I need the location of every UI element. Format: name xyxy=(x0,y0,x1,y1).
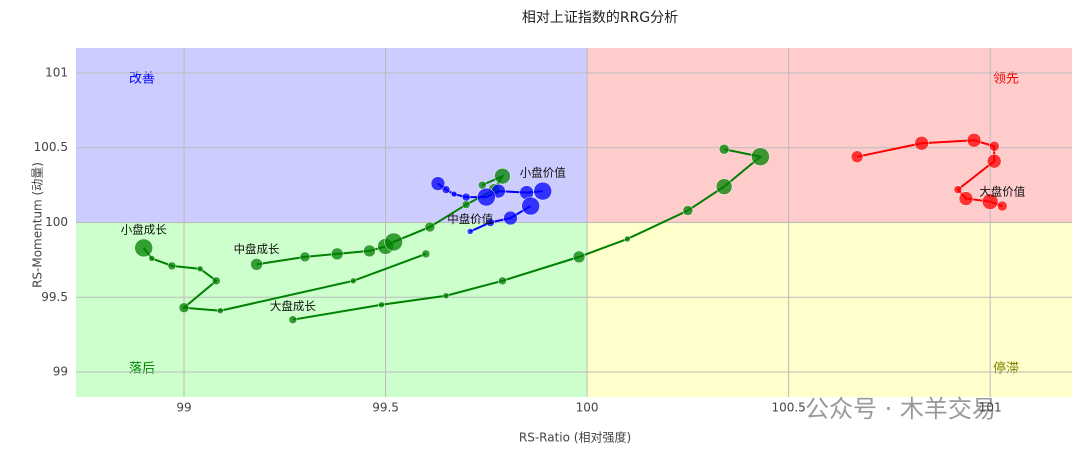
trail-point xyxy=(494,167,511,185)
trail-point xyxy=(424,221,436,233)
x-axis-title: RS-Ratio (相对强度) xyxy=(519,430,631,445)
x-tick-label: 100.5 xyxy=(771,401,805,415)
y-tick-label: 100 xyxy=(45,215,68,229)
trail-point xyxy=(988,140,1000,152)
trail-point xyxy=(378,301,385,308)
trail-point xyxy=(953,185,963,194)
trail-point xyxy=(442,292,450,300)
series-label: 小盘价值 xyxy=(520,166,566,180)
trail-point xyxy=(521,196,540,216)
trail-point xyxy=(958,191,974,206)
trail-point xyxy=(217,307,224,314)
quadrant-label: 落后 xyxy=(129,362,155,377)
y-tick-label: 99 xyxy=(53,365,68,379)
trail-point xyxy=(715,178,733,195)
x-tick-label: 99.5 xyxy=(372,401,399,415)
quadrant-label: 改善 xyxy=(129,71,155,87)
series-label: 小盘成长 xyxy=(121,222,167,236)
quadrant-label: 停滞 xyxy=(993,361,1019,377)
trail-point xyxy=(461,200,471,209)
trail-point xyxy=(966,133,982,148)
trail-point xyxy=(986,153,1002,169)
trail-point xyxy=(503,210,518,226)
trail-point xyxy=(363,244,376,258)
watermark: 公众号 · 木羊交易 xyxy=(805,395,996,423)
trail-point xyxy=(751,147,770,166)
trail-point xyxy=(450,190,458,198)
trail-point xyxy=(350,277,357,285)
y-tick-label: 101 xyxy=(45,65,68,79)
trail-point xyxy=(682,205,694,216)
trail-point xyxy=(498,276,507,286)
trail-point xyxy=(421,249,431,259)
trail-point xyxy=(461,192,471,202)
series-label: 中盘价值 xyxy=(447,212,493,226)
trail-point xyxy=(384,232,403,252)
series-label: 中盘成长 xyxy=(234,242,280,256)
trail-line xyxy=(292,148,763,321)
trail-point xyxy=(997,200,1008,212)
trail-point xyxy=(178,302,190,313)
trail-point xyxy=(250,258,263,271)
trail-point xyxy=(330,247,344,261)
trail-point xyxy=(196,265,204,273)
chart-title: 相对上证指数的RRG分析 xyxy=(522,10,678,26)
trail-point xyxy=(167,261,177,271)
trail-point xyxy=(486,218,495,227)
y-axis-title: RS-Momentum (动量) xyxy=(31,162,45,288)
trail-point xyxy=(288,315,298,324)
trail-line xyxy=(469,205,532,233)
trail-point xyxy=(850,150,864,163)
trail-point xyxy=(477,187,496,207)
y-tick-label: 99.5 xyxy=(41,290,68,304)
trail-point xyxy=(430,176,446,191)
trail-point xyxy=(134,238,153,258)
trail-point xyxy=(148,255,156,262)
series-label: 大盘成长 xyxy=(270,299,316,313)
trail-point xyxy=(624,235,631,243)
y-tick-label: 100.5 xyxy=(34,140,68,154)
trail-point xyxy=(914,135,929,151)
x-tick-label: 100 xyxy=(576,401,599,415)
quadrant xyxy=(587,222,1072,397)
trail-point xyxy=(466,228,474,235)
trail-point xyxy=(212,276,221,286)
x-tick-label: 101 xyxy=(979,401,1002,415)
trail-point xyxy=(572,250,586,264)
trail-point xyxy=(718,143,730,155)
series-label: 大盘价值 xyxy=(979,185,1025,199)
quadrant-label: 领先 xyxy=(993,72,1019,87)
x-tick-label: 99 xyxy=(176,401,191,415)
trail-point xyxy=(533,181,553,201)
trail-point xyxy=(981,193,999,210)
trail-point xyxy=(299,251,311,263)
